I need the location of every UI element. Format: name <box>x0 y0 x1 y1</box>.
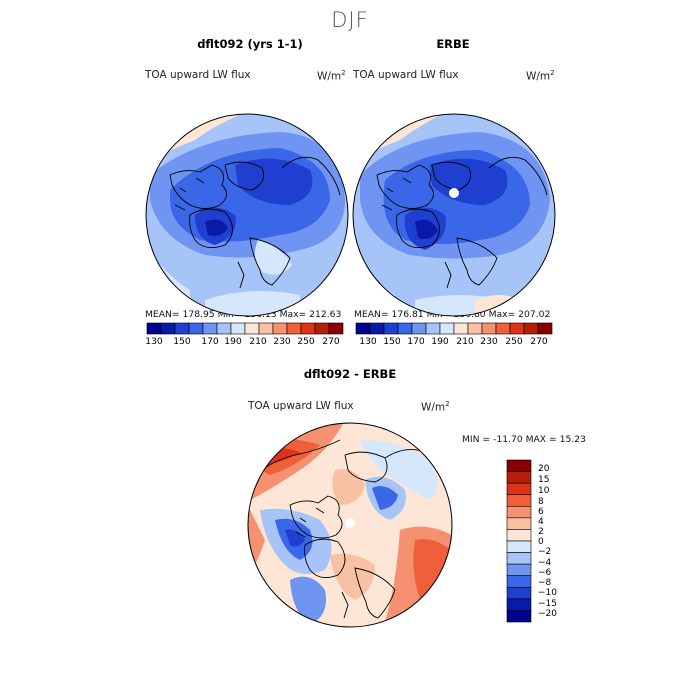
tick-label: 210 <box>456 336 474 347</box>
tick-label: 0 <box>538 537 544 547</box>
tick-label: −2 <box>538 547 552 557</box>
colorbar-swatch <box>537 322 553 335</box>
colorbar-swatch <box>506 529 532 542</box>
colorbar-swatch <box>146 322 162 335</box>
polar-map-erbe <box>353 114 555 316</box>
tick-label: −20 <box>538 609 557 619</box>
tick-label: 230 <box>480 336 498 347</box>
tick-label: 170 <box>407 336 425 347</box>
colorbar-swatch <box>174 322 190 335</box>
colorbar-swatch <box>467 322 483 335</box>
panel-title-erbe: ERBE <box>436 37 470 51</box>
units-label-model: W/m2 <box>317 69 346 83</box>
field-label-erbe: TOA upward LW flux <box>353 69 459 81</box>
tick-label: 130 <box>359 336 377 347</box>
tick-label: 210 <box>249 336 267 347</box>
colorbar-swatch <box>202 322 218 335</box>
tick-label: 270 <box>530 336 548 347</box>
panel-title-diff: dflt092 - ERBE <box>303 367 397 381</box>
colorbar-swatch <box>286 322 302 335</box>
colorbar-swatch <box>369 322 385 335</box>
tick-label: 230 <box>273 336 291 347</box>
colorbar-swatch <box>506 482 532 496</box>
colorbar-swatch <box>314 322 330 335</box>
tick-label: 8 <box>538 497 544 507</box>
colorbar-swatch <box>411 322 427 335</box>
colorbar-swatch <box>383 322 399 335</box>
tick-label: 10 <box>538 486 550 496</box>
colorbar-swatch <box>272 322 288 335</box>
map-border-erbe <box>352 113 556 317</box>
colorbar-swatch <box>188 322 204 335</box>
colorbar-swatch <box>506 552 532 565</box>
tick-label: 250 <box>505 336 523 347</box>
colorbar-swatch <box>506 540 532 553</box>
panel-title-model: dflt092 (yrs 1-1) <box>197 37 303 51</box>
colorbar-swatch <box>481 322 497 335</box>
tick-label: 20 <box>538 464 550 474</box>
map-border-model <box>145 113 349 317</box>
tick-label: 250 <box>297 336 315 347</box>
stats-diff: MIN = -11.70 MAX = 15.23 <box>462 434 586 445</box>
colorbar-swatch <box>509 322 525 335</box>
colorbar-swatch <box>328 322 344 335</box>
colorbar-swatch <box>300 322 316 335</box>
colorbar-swatch <box>258 322 274 335</box>
tick-label: 150 <box>383 336 401 347</box>
colorbar-abs-model <box>146 322 344 335</box>
tick-label: 15 <box>538 475 550 485</box>
field-label-model: TOA upward LW flux <box>145 69 251 81</box>
tick-label: 6 <box>538 507 544 517</box>
colorbar-swatch <box>506 459 532 472</box>
tick-label: 130 <box>145 336 163 347</box>
colorbar-swatch <box>355 322 371 335</box>
tick-label: −10 <box>538 588 557 598</box>
tick-label: 270 <box>322 336 340 347</box>
units-label-diff: W/m2 <box>421 400 450 414</box>
colorbar-swatch <box>453 322 469 335</box>
missing-data-pole <box>449 188 459 198</box>
colorbar-abs-erbe <box>355 322 553 335</box>
tick-label: −6 <box>538 568 552 578</box>
tick-label: 190 <box>431 336 449 347</box>
colorbar-swatch <box>425 322 441 335</box>
colorbar-swatch <box>230 322 246 335</box>
tick-label: 170 <box>201 336 219 347</box>
colorbar-swatch <box>160 322 176 335</box>
colorbar-swatch <box>506 494 532 507</box>
colorbar-swatch <box>495 322 511 335</box>
tick-label: 2 <box>538 527 544 537</box>
colorbar-ticks-erbe: 130 150 170 190 210 230 250 270 <box>0 336 700 350</box>
colorbar-diff <box>506 459 532 623</box>
colorbar-swatch <box>244 322 260 335</box>
page-title: DJF <box>331 8 369 32</box>
colorbar-ticks-model: 130 150 170 190 210 230 250 270 <box>0 336 700 350</box>
colorbar-swatch <box>397 322 413 335</box>
polar-map-model <box>146 114 348 316</box>
tick-label: −15 <box>538 599 557 609</box>
colorbar-swatch <box>506 575 532 588</box>
colorbar-swatch <box>439 322 455 335</box>
colorbar-swatch <box>506 505 532 519</box>
tick-label: 190 <box>224 336 242 347</box>
tick-label: −8 <box>538 578 552 588</box>
colorbar-swatch <box>506 586 532 600</box>
map-border-diff <box>247 422 453 628</box>
colorbar-swatch <box>216 322 232 335</box>
colorbar-swatch <box>506 610 532 623</box>
colorbar-swatch <box>506 563 532 577</box>
tick-label: 4 <box>538 517 544 527</box>
tick-label: 150 <box>173 336 191 347</box>
colorbar-swatch <box>506 598 532 611</box>
polar-map-diff <box>248 423 452 627</box>
colorbar-swatch <box>506 471 532 484</box>
colorbar-swatch <box>523 322 539 335</box>
tick-label: −4 <box>538 558 552 568</box>
colorbar-swatch <box>506 517 532 530</box>
missing-data-pole-diff <box>345 518 355 528</box>
units-label-erbe: W/m2 <box>526 69 555 83</box>
field-label-diff: TOA upward LW flux <box>248 400 354 412</box>
